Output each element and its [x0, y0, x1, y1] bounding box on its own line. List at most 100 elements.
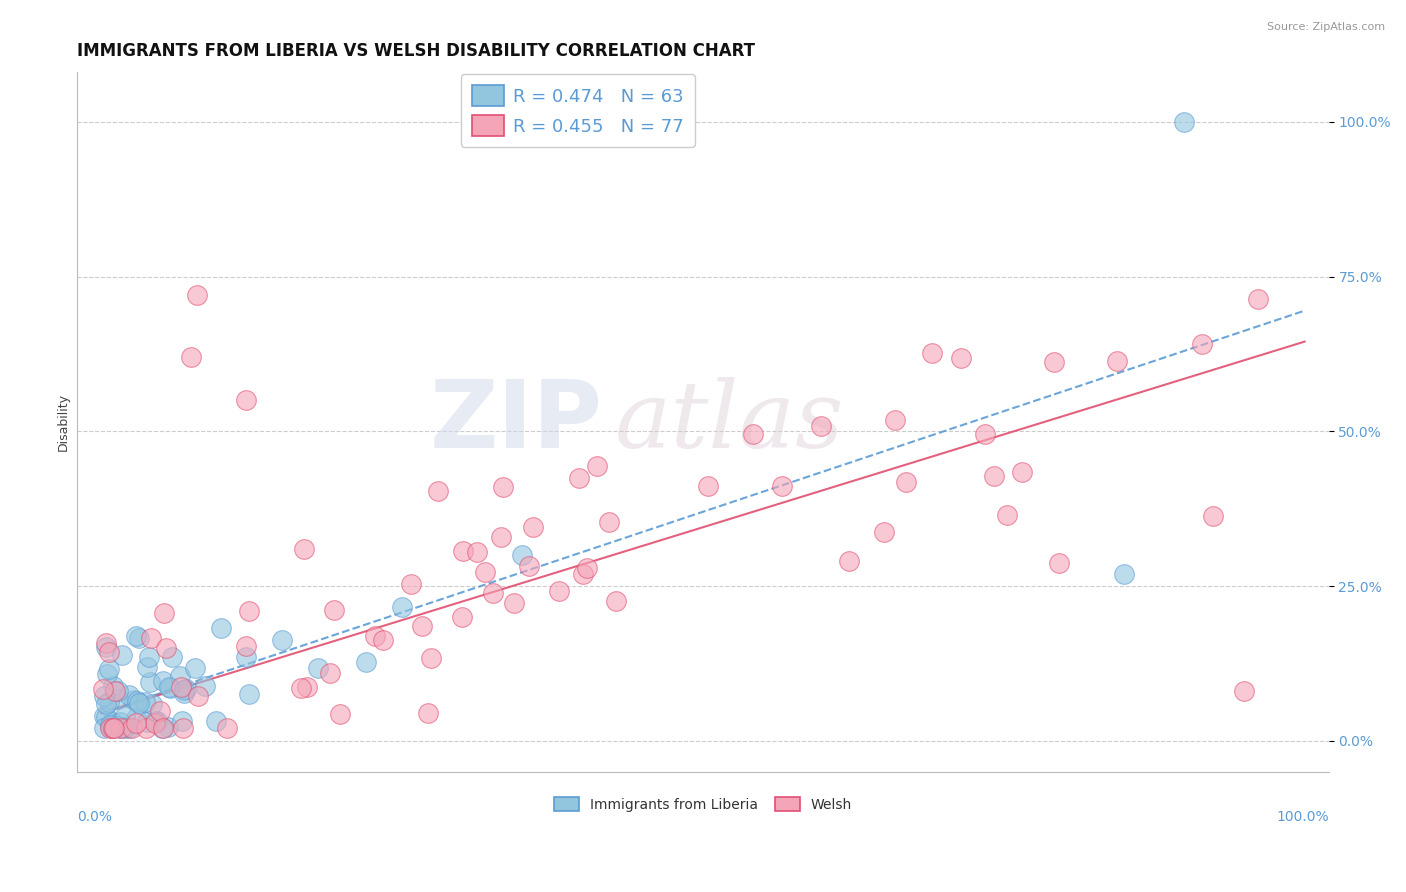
Point	[94, 710, 117, 724]
Point	[160, 650, 183, 665]
Point	[93, 709, 115, 723]
Point	[91, 681, 114, 696]
Point	[1112, 566, 1135, 581]
Point	[371, 632, 394, 647]
Point	[108, 722, 131, 736]
Point	[502, 597, 524, 611]
Point	[572, 566, 595, 581]
Point	[173, 683, 195, 698]
Point	[921, 345, 943, 359]
Point	[1047, 556, 1070, 570]
Point	[93, 690, 115, 704]
Point	[170, 680, 193, 694]
Point	[184, 661, 207, 675]
Point	[235, 650, 257, 665]
Point	[96, 667, 118, 681]
Point	[143, 716, 166, 731]
Point	[157, 680, 180, 694]
Point	[152, 722, 174, 736]
Point	[950, 351, 973, 365]
Point	[125, 694, 148, 708]
Y-axis label: Disability: Disability	[58, 393, 70, 451]
Point	[117, 722, 139, 736]
Point	[98, 717, 121, 731]
Point	[1247, 292, 1270, 306]
Point	[180, 350, 202, 364]
Point	[141, 698, 163, 712]
Point	[399, 576, 422, 591]
Text: 100.0%: 100.0%	[1277, 810, 1329, 824]
Point	[605, 594, 627, 608]
Point	[103, 679, 125, 693]
Point	[169, 669, 191, 683]
Point	[290, 681, 312, 696]
Point	[411, 619, 433, 633]
Point	[172, 722, 194, 736]
Point	[107, 719, 129, 733]
Point	[1173, 115, 1195, 129]
Point	[112, 720, 135, 734]
Point	[585, 459, 607, 474]
Point	[155, 641, 177, 656]
Point	[98, 719, 121, 733]
Point	[270, 633, 292, 648]
Point	[883, 412, 905, 426]
Point	[838, 553, 860, 567]
Point	[138, 675, 160, 690]
Point	[103, 722, 125, 736]
Point	[973, 427, 995, 442]
Text: ZIP: ZIP	[430, 376, 603, 468]
Point	[205, 714, 228, 728]
Point	[451, 543, 474, 558]
Point	[217, 722, 239, 736]
Point	[896, 475, 918, 490]
Point	[114, 722, 136, 736]
Point	[391, 599, 413, 614]
Point	[108, 714, 131, 729]
Text: IMMIGRANTS FROM LIBERIA VS WELSH DISABILITY CORRELATION CHART: IMMIGRANTS FROM LIBERIA VS WELSH DISABIL…	[77, 42, 755, 60]
Point	[194, 679, 217, 693]
Point	[186, 288, 208, 302]
Point	[128, 631, 150, 645]
Point	[517, 558, 540, 573]
Point	[295, 680, 318, 694]
Point	[451, 610, 474, 624]
Point	[103, 684, 125, 698]
Point	[143, 714, 166, 728]
Point	[107, 683, 129, 698]
Point	[873, 524, 896, 539]
Point	[173, 686, 195, 700]
Point	[307, 660, 329, 674]
Point	[492, 479, 515, 493]
Point	[94, 698, 117, 712]
Point	[128, 696, 150, 710]
Point	[1043, 354, 1066, 368]
Point	[318, 666, 340, 681]
Point	[1202, 508, 1225, 523]
Point	[329, 707, 352, 722]
Text: atlas: atlas	[616, 377, 845, 467]
Point	[211, 621, 233, 635]
Point	[149, 704, 172, 718]
Point	[770, 479, 793, 493]
Legend: Immigrants from Liberia, Welsh: Immigrants from Liberia, Welsh	[548, 791, 858, 817]
Point	[125, 716, 148, 731]
Point	[98, 721, 121, 735]
Point	[354, 655, 377, 669]
Point	[238, 604, 260, 618]
Point	[235, 639, 257, 653]
Point	[135, 722, 157, 736]
Point	[156, 720, 179, 734]
Point	[101, 714, 124, 729]
Point	[98, 662, 121, 676]
Text: Source: ZipAtlas.com: Source: ZipAtlas.com	[1267, 22, 1385, 32]
Point	[426, 484, 449, 499]
Point	[810, 419, 832, 434]
Point	[420, 651, 443, 665]
Point	[153, 607, 176, 621]
Point	[101, 722, 124, 736]
Point	[322, 603, 344, 617]
Point	[598, 515, 620, 529]
Point	[107, 692, 129, 706]
Point	[174, 682, 197, 697]
